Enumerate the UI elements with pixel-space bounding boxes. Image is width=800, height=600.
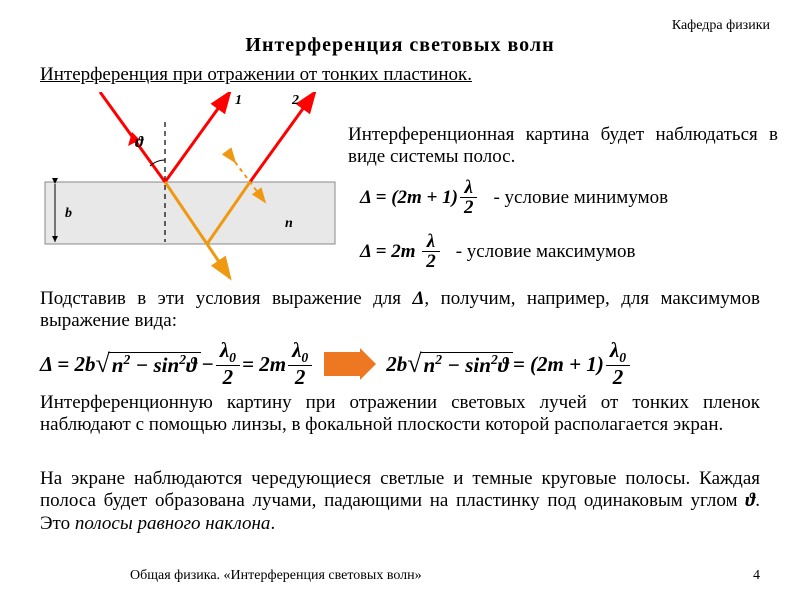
lens-paragraph: Интерференционную картину при отражении … [40,392,760,437]
page-title: Интерференция световых волн [0,34,800,57]
department-label: Кафедра физики [672,18,770,34]
label-ray2: 2 [291,93,299,108]
fringes-paragraph: На экране наблюдаются чередующиеся светл… [40,468,760,535]
derived-formula: Δ = 2b √n2 − sin2ϑ − λ02 = 2m λ02 2b √n2… [40,340,760,389]
formula-maximum: Δ = 2m λ2 - условие максимумов [360,232,636,273]
label-b: b [65,206,72,221]
page-number: 4 [753,568,760,584]
formula-minimum: Δ = (2m + 1)λ2 - условие минимумов [360,178,668,219]
implies-arrow-icon [324,352,360,376]
substitution-paragraph: Подставив в эти условия выражение для Δ,… [40,288,760,332]
label-ray1: 1 [235,93,242,108]
section-subtitle: Интерференция при отражении от тонких пл… [40,64,472,86]
footer-text: Общая физика. «Интерференция световых во… [130,568,422,584]
condition-min-label: - условие минимумов [493,187,668,209]
ray-diagram: b 1 2 ϑ n [40,92,340,282]
intro-paragraph: Интерференционная картина будет наблюдат… [348,124,778,168]
condition-max-label: - условие максимумов [456,241,636,263]
label-n: n [285,216,293,231]
label-angle: ϑ [135,134,145,151]
